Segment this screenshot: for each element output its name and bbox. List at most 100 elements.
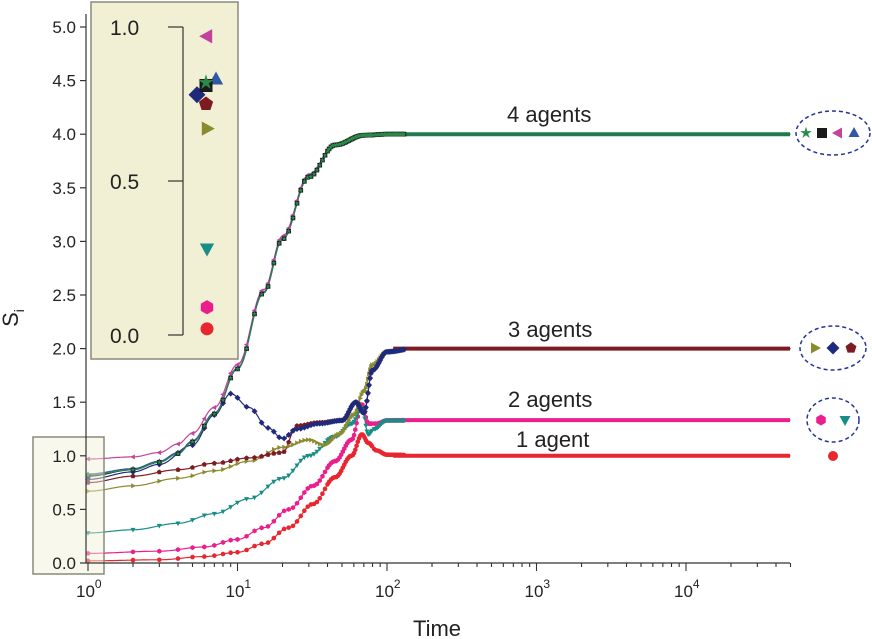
x-tick-exp: 0 <box>95 577 102 591</box>
marker-teal-down-triangle <box>317 446 323 452</box>
curve-magenta-hexagon <box>87 403 791 554</box>
marker-maroon-pentagon <box>234 456 241 462</box>
marker-green-star <box>333 142 340 148</box>
inset-marker-red-circle <box>200 322 214 336</box>
x-tick-label: 103 <box>525 577 551 601</box>
marker-magenta-hexagon <box>252 528 257 534</box>
marker-green-star <box>298 187 304 193</box>
marker-green-star <box>353 133 360 140</box>
marker-olive-right-triangle <box>298 438 304 444</box>
label-4-agents: 4 agents <box>507 102 591 127</box>
marker-olive-right-triangle <box>364 385 369 391</box>
marker-teal-down-triangle <box>286 473 292 479</box>
marker-olive-right-triangle <box>342 426 348 432</box>
inset-marker-pink-left-triangle <box>199 29 213 44</box>
marker-olive-right-triangle <box>86 488 91 494</box>
marker-pink-left-triangle <box>85 456 90 462</box>
marker-navy-diamond <box>270 428 277 435</box>
marker-navy-diamond <box>294 426 300 432</box>
marker-navy-diamond <box>258 419 265 426</box>
marker-red-circle <box>252 543 257 549</box>
marker-magenta-hexagon <box>302 489 307 495</box>
x-tick-base: 10 <box>375 582 394 601</box>
marker-maroon-pentagon <box>156 469 162 475</box>
marker-olive-right-triangle <box>271 446 277 452</box>
marker-olive-right-triangle <box>358 395 363 401</box>
marker-navy-diamond <box>401 346 408 353</box>
marker-teal-down-triangle <box>298 458 304 464</box>
marker-red-circle <box>85 558 91 564</box>
marker-red-circle <box>202 554 207 559</box>
marker-olive-right-triangle <box>286 443 292 449</box>
marker-olive-right-triangle <box>340 429 346 435</box>
marker-pink-left-triangle <box>130 454 135 460</box>
curve-maroon-pentagon <box>88 348 791 484</box>
group-marker-teal-down-triangle <box>839 416 851 426</box>
marker-teal-down-triangle <box>364 429 370 435</box>
group-marker-magenta-hexagon <box>816 414 826 426</box>
marker-navy-diamond <box>366 382 372 389</box>
inset-marker-maroon-pentagon <box>198 96 214 111</box>
marker-teal-down-triangle <box>189 518 196 523</box>
group-marker-olive-right-triangle <box>811 342 821 354</box>
marker-red-circle <box>271 535 277 541</box>
marker-maroon-pentagon <box>211 460 217 466</box>
y-tick-label: 1.5 <box>52 393 76 412</box>
marker-maroon-pentagon <box>265 452 271 457</box>
marker-teal-down-triangle <box>175 521 181 527</box>
marker-red-circle <box>265 540 271 545</box>
marker-navy-diamond <box>276 434 283 441</box>
y-tick-label: 5.0 <box>52 18 76 37</box>
marker-green-star <box>301 178 308 184</box>
marker-maroon-pentagon <box>130 473 136 479</box>
marker-green-star <box>285 228 292 234</box>
marker-teal-down-triangle <box>290 468 296 474</box>
marker-red-circle <box>355 439 361 445</box>
marker-magenta-hexagon <box>220 539 226 545</box>
group-marker-red-circle <box>828 451 838 461</box>
marker-red-circle <box>276 530 282 536</box>
marker-maroon-pentagon <box>276 450 282 455</box>
marker-green-star <box>281 235 287 242</box>
x-tick-exp: 2 <box>394 577 401 591</box>
inset-tick-label-1: 1.0 <box>110 17 139 40</box>
markers-layer <box>85 131 408 564</box>
marker-olive-right-triangle <box>354 408 360 414</box>
y-tick-label: 3.0 <box>52 232 76 251</box>
group-ellipse-4 <box>795 110 871 156</box>
inset-marker-magenta-hexagon <box>200 300 214 315</box>
marker-navy-diamond <box>367 375 374 382</box>
marker-green-star <box>328 143 334 150</box>
marker-red-circle <box>354 443 359 449</box>
x-tick-exp: 1 <box>244 577 251 591</box>
marker-magenta-hexagon <box>212 542 217 548</box>
inset-tick-label-05: 0.5 <box>110 171 139 194</box>
marker-pink-left-triangle <box>234 362 240 368</box>
x-tick-label: 104 <box>674 577 700 601</box>
marker-pink-left-triangle <box>211 405 217 411</box>
marker-magenta-hexagon <box>322 469 328 475</box>
marker-green-star <box>317 162 323 168</box>
marker-magenta-hexagon <box>290 505 296 511</box>
marker-olive-right-triangle <box>202 469 208 475</box>
curve-red-circle <box>88 433 791 562</box>
marker-magenta-hexagon <box>354 420 359 426</box>
marker-red-circle <box>353 447 358 452</box>
inset-marker-green-star <box>198 74 214 90</box>
inset-tick-label-0: 0.0 <box>110 325 139 348</box>
marker-red-circle <box>244 547 249 553</box>
marker-green-star <box>220 397 226 403</box>
curve-teal-down-triangle <box>88 406 791 534</box>
marker-navy-diamond <box>364 390 371 397</box>
label-3-agents: 3 agents <box>508 317 592 342</box>
marker-teal-down-triangle <box>259 490 265 496</box>
marker-olive-right-triangle <box>291 442 296 448</box>
marker-red-circle <box>220 551 226 557</box>
marker-green-star <box>401 131 407 137</box>
marker-green-star <box>314 167 320 173</box>
marker-maroon-pentagon <box>259 453 265 459</box>
marker-maroon-pentagon <box>201 461 207 467</box>
marker-red-circle <box>190 554 195 560</box>
marker-navy-diamond <box>363 397 370 404</box>
